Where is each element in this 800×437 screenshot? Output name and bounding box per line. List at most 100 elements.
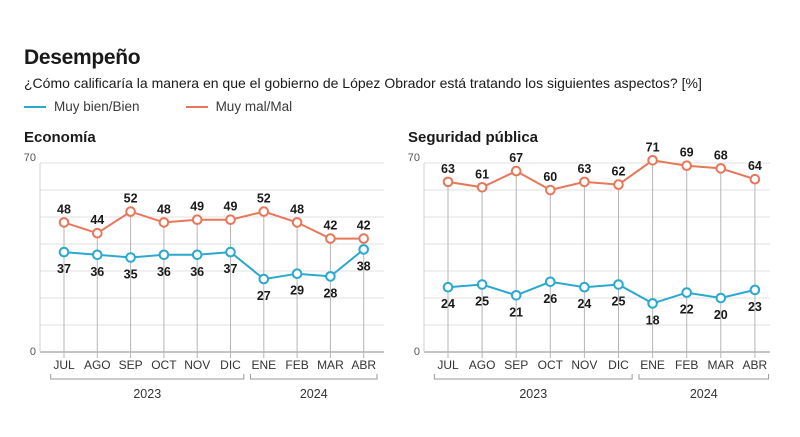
data-label: 37: [224, 262, 238, 276]
data-point: [510, 290, 522, 301]
y-tick-label: 70: [408, 152, 420, 164]
data-point: [647, 155, 658, 166]
data-label: 68: [714, 148, 728, 162]
series-line: [447, 159, 756, 192]
data-point: [291, 268, 303, 280]
data-label: 49: [224, 200, 238, 214]
data-point: [647, 298, 658, 309]
data-label: 42: [323, 219, 337, 233]
x-tick-label: ABR: [351, 358, 376, 372]
legend-swatch-negative: [185, 105, 208, 108]
data-label: 21: [509, 305, 523, 319]
x-tick-label: SEP: [119, 358, 143, 372]
chart-title: Economía: [24, 129, 96, 146]
x-tick-label: OCT: [538, 358, 564, 372]
y-tick-label: 0: [30, 346, 36, 358]
data-point: [579, 281, 590, 293]
data-label: 49: [190, 200, 204, 214]
data-point: [476, 279, 488, 290]
y-tick-label: 0: [414, 346, 420, 358]
x-tick-label: ENE: [251, 358, 276, 372]
data-label: 64: [748, 159, 762, 173]
x-tick-label: MAR: [707, 358, 734, 372]
x-tick-label: OCT: [151, 358, 177, 372]
x-tick-label: ABR: [743, 358, 768, 372]
x-tick-label: MAR: [317, 358, 344, 372]
data-point: [681, 287, 693, 298]
data-point: [613, 279, 624, 290]
year-bracket: [50, 374, 245, 380]
year-bracket: [249, 374, 378, 380]
data-point: [358, 244, 370, 255]
x-tick-label: AGO: [469, 358, 496, 372]
data-label: 29: [290, 284, 304, 298]
legend-swatch-positive: [24, 105, 46, 108]
x-tick-label: DIC: [220, 358, 241, 372]
data-label: 23: [748, 300, 762, 314]
data-label: 24: [441, 297, 455, 311]
x-tick-label: JUL: [53, 358, 75, 372]
data-label: 44: [90, 213, 104, 227]
data-label: 18: [646, 313, 660, 327]
data-point: [325, 271, 336, 282]
data-label: 36: [190, 265, 204, 279]
data-label: 24: [577, 297, 591, 311]
series-line: [63, 210, 364, 240]
legend-item-positive: Muy bien/Bien: [24, 99, 140, 114]
year-label: 2024: [300, 387, 328, 401]
x-tick-label: AGO: [84, 358, 111, 372]
legend-label-negative: Muy mal/Mal: [215, 99, 293, 114]
data-label: 61: [475, 167, 489, 181]
page-subtitle: ¿Cómo calificaría la manera en que el go…: [24, 75, 702, 91]
data-point: [125, 252, 136, 263]
data-label: 48: [290, 202, 304, 216]
x-tick-label: NOV: [184, 358, 210, 372]
data-label: 25: [612, 295, 626, 309]
series-line: [63, 248, 365, 281]
data-point: [125, 206, 136, 217]
legend-item-negative: Muy mal/Mal: [185, 99, 293, 114]
data-point: [681, 160, 693, 171]
page-title: Desempeño: [24, 46, 141, 69]
data-label: 69: [680, 146, 694, 160]
chart-title: Seguridad pública: [408, 129, 539, 146]
data-point: [442, 281, 454, 293]
chart-panel-0: Economía 0 70 JUL AGO SEP OCT NOV DIC ENE FEB MAR AB…: [24, 129, 384, 401]
data-label: 22: [680, 303, 694, 317]
year-bracket: [433, 374, 633, 380]
data-label: 35: [124, 268, 138, 282]
data-label: 48: [57, 202, 71, 216]
data-label: 62: [612, 165, 626, 179]
data-label: 52: [124, 192, 138, 206]
data-label: 27: [257, 289, 271, 303]
data-point: [325, 233, 336, 244]
data-label: 60: [543, 170, 557, 184]
data-point: [225, 246, 236, 258]
data-point: [545, 276, 556, 288]
x-tick-label: FEB: [675, 358, 698, 372]
data-label: 38: [357, 259, 371, 273]
x-tick-label: SEP: [504, 358, 528, 372]
data-label: 63: [577, 162, 591, 176]
x-tick-label: JUL: [437, 358, 459, 372]
data-label: 20: [714, 308, 728, 322]
data-point: [749, 284, 761, 296]
data-point: [258, 273, 270, 285]
x-tick-label: ENE: [640, 358, 665, 372]
data-point: [225, 214, 236, 225]
legend: Muy bien/Bien Muy mal/Mal: [24, 99, 292, 114]
data-point: [510, 165, 522, 177]
year-label: 2023: [133, 387, 161, 401]
data-point: [613, 179, 624, 190]
data-label: 28: [323, 286, 337, 300]
data-point: [358, 233, 370, 244]
legend-label-positive: Muy bien/Bien: [54, 99, 140, 114]
data-label: 71: [646, 140, 660, 154]
data-point: [58, 217, 70, 228]
data-point: [545, 184, 556, 196]
year-bracket: [638, 374, 770, 380]
data-point: [749, 173, 761, 185]
chart-panel-1: Seguridad pública 0 70 JUL AGO SEP OCT NOV DIC EN…: [408, 129, 770, 401]
data-point: [442, 176, 454, 188]
